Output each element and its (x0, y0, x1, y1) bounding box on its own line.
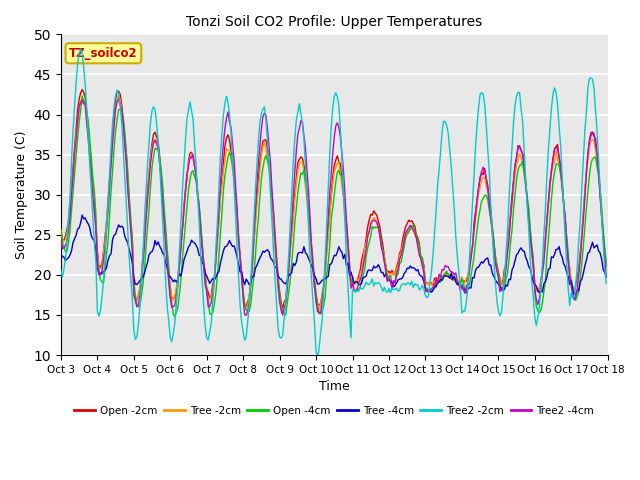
Title: Tonzi Soil CO2 Profile: Upper Temperatures: Tonzi Soil CO2 Profile: Upper Temperatur… (186, 15, 483, 29)
Legend: Open -2cm, Tree -2cm, Open -4cm, Tree -4cm, Tree2 -2cm, Tree2 -4cm: Open -2cm, Tree -2cm, Open -4cm, Tree -4… (70, 402, 598, 420)
Text: TZ_soilco2: TZ_soilco2 (69, 47, 138, 60)
Y-axis label: Soil Temperature (C): Soil Temperature (C) (15, 131, 28, 259)
X-axis label: Time: Time (319, 380, 349, 393)
